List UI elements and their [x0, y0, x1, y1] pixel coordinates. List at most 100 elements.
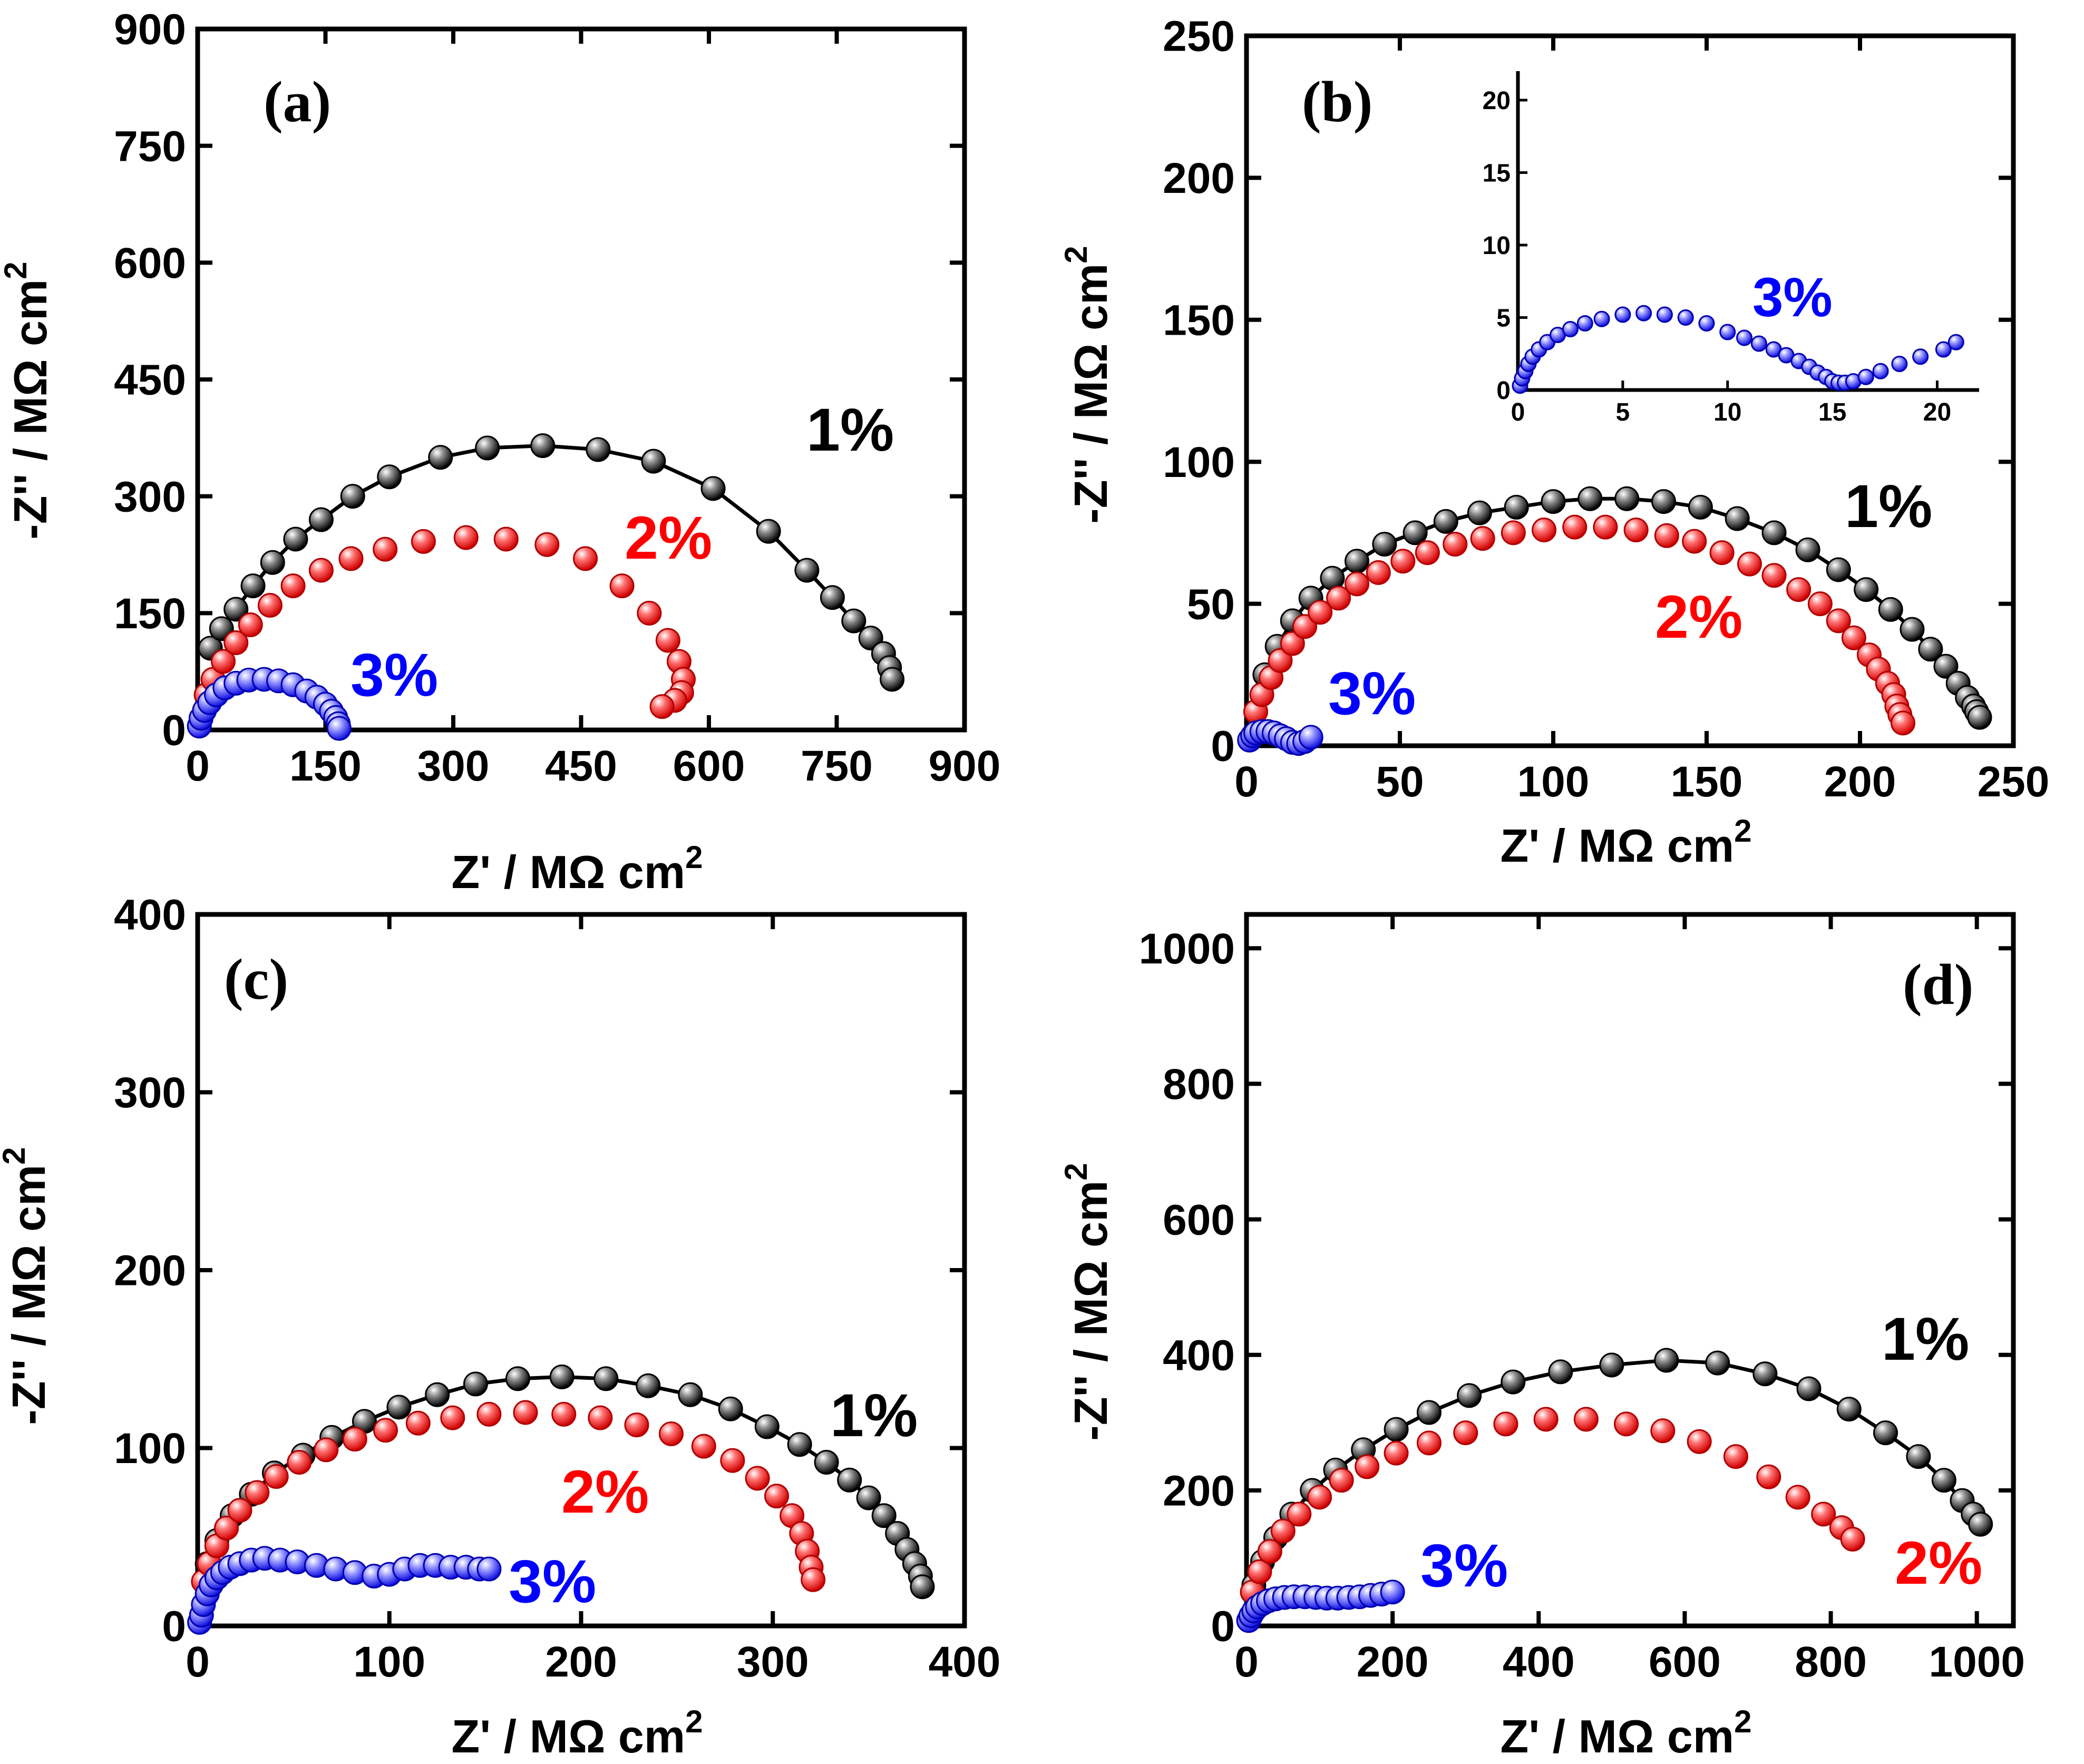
panel-c-y-tick-label: 0 [162, 1603, 186, 1651]
panel-c-point-2 [658, 1421, 684, 1446]
panel-b-point-2 [1532, 518, 1557, 543]
panel-d-point-2 [1687, 1429, 1712, 1454]
panel-a-point-1 [428, 445, 453, 470]
panel-d-point-2 [1384, 1440, 1409, 1466]
panel-c-point-2 [551, 1401, 577, 1427]
panel-a-point-1 [820, 585, 845, 610]
panel-c-point-1 [837, 1467, 862, 1493]
panel-d-point-2 [1307, 1485, 1332, 1510]
panel-a-point-2 [609, 573, 635, 599]
panel-d-y-tick-label: 200 [1163, 1467, 1235, 1515]
panel-a-x-tick-label: 300 [417, 742, 490, 790]
panel-c-x-tick-label: 100 [353, 1638, 425, 1686]
series-label-a-3: 3% [350, 641, 438, 709]
inset-point-1 [1736, 329, 1753, 346]
panel-c-x-tick-label: 300 [737, 1638, 809, 1686]
panel-b-point-2 [1390, 549, 1416, 574]
panel-b-point-2 [1841, 625, 1866, 650]
panel-b-point-2 [1415, 540, 1440, 566]
panel-d-y-tick-label: 600 [1163, 1196, 1235, 1244]
panel-d-point-2 [1614, 1411, 1639, 1437]
panel-a-point-1 [700, 476, 726, 501]
panel-b-point-3 [1298, 725, 1323, 750]
panel-d-x-tick-label: 400 [1503, 1638, 1575, 1686]
panel-d-point-2 [1840, 1526, 1865, 1552]
panel-label-c: (c) [224, 947, 288, 1011]
x-axis-title-a: Z' / MΩ cm2 [452, 840, 703, 898]
panel-b-point-2 [1470, 526, 1495, 551]
panel-a-point-2 [637, 600, 662, 626]
inset-x-tick-label: 5 [1616, 398, 1630, 426]
panel-a-point-2 [534, 532, 560, 557]
panel-c-point-1 [636, 1373, 661, 1398]
panel-d-x-tick-label: 0 [1234, 1638, 1259, 1686]
inset-y-tick-label: 0 [1496, 377, 1511, 405]
plot-area-d: 0 200 400 600 800 1000 0 200 400 600 800 1000 [1139, 912, 2025, 1686]
panel-b-point-1 [1854, 577, 1879, 602]
panel-c-point-1 [505, 1366, 530, 1391]
panel-c-point-2 [342, 1427, 367, 1452]
panel-c-point-2 [405, 1410, 431, 1436]
panel-c-point-1 [549, 1365, 574, 1389]
panel-a-point-1 [240, 573, 266, 599]
panel-a-point-1 [377, 464, 402, 490]
panel-d-point-1 [1906, 1444, 1931, 1469]
panel-b-point-1 [1900, 617, 1925, 642]
panel-b-point-2 [1654, 523, 1679, 548]
panel-b-y-tick-label: 100 [1163, 438, 1235, 486]
panel-b-point-1 [1541, 489, 1566, 514]
panel-c-point-2 [373, 1418, 398, 1443]
y-axis-title-b: -Z'' / MΩ cm2 [1058, 246, 1117, 523]
panel-a-point-1 [641, 449, 666, 474]
panel-a-point-1 [260, 550, 285, 575]
panel-c-point-2 [227, 1498, 252, 1523]
panel-b-y-tick-label: 50 [1187, 580, 1235, 628]
panel-b-point-2 [1761, 563, 1787, 588]
panel-b-x-tick-label: 250 [1978, 758, 2050, 806]
panel-c-point-2 [588, 1405, 613, 1430]
panel-a-point-1 [340, 484, 365, 509]
inset-y-tick-label: 10 [1483, 232, 1511, 260]
inset-x-tick-label: 10 [1713, 398, 1741, 426]
panel-b-y-tick-label: 250 [1163, 13, 1235, 61]
panel-d-y-tick-label: 0 [1211, 1603, 1235, 1651]
panel-a-point-2 [655, 628, 680, 653]
panel-a-point-2 [338, 546, 364, 571]
panel-d-point-1 [1654, 1348, 1679, 1373]
panel-a-point-1 [756, 519, 781, 544]
panel-c-y-tick-label: 400 [114, 891, 186, 939]
panel-a-point-1 [223, 597, 249, 622]
panel-a-y-tick-label: 450 [114, 356, 186, 404]
panel-c-point-3 [476, 1556, 502, 1582]
panel-b-point-1 [1614, 486, 1640, 511]
panel-b-point-1 [1795, 537, 1820, 562]
panel-d-point-2 [1257, 1539, 1282, 1564]
panel-d-point-3 [1380, 1580, 1405, 1605]
inset-y-tick-label: 20 [1483, 87, 1511, 115]
panel-a-point-1 [283, 527, 308, 552]
series-label-b-2: 2% [1655, 583, 1742, 651]
panel-a-point-2 [493, 527, 519, 552]
inset-point-1 [1656, 306, 1673, 323]
series-label-c-2: 2% [561, 1458, 649, 1526]
inset-point-1 [1947, 334, 1964, 350]
panel-d-point-1 [1384, 1417, 1409, 1442]
panel-d-point-1 [1705, 1350, 1730, 1376]
inset-plot-b: 0 5 10 15 20 0 5 10 15 20 [1483, 71, 1979, 426]
series-label-b-3: 3% [1328, 660, 1416, 727]
panel-c-point-2 [287, 1450, 312, 1475]
panel-d-point-2 [1650, 1418, 1676, 1444]
panel-d-point-1 [1836, 1397, 1862, 1422]
x-axis-title-c: Z' / MΩ cm2 [452, 1704, 703, 1762]
panel-d-x-tick-label: 800 [1795, 1638, 1867, 1686]
panel-b-point-2 [1562, 514, 1588, 540]
panel-c-point-2 [214, 1515, 239, 1541]
inset-point-1 [1562, 321, 1579, 337]
inset-point-1 [1872, 363, 1889, 379]
panel-b-point-1 [1688, 494, 1713, 520]
panel-d-point-2 [1270, 1518, 1296, 1544]
inset-point-1 [1698, 315, 1715, 332]
series-label-d-1: 1% [1882, 1305, 1969, 1373]
panel-a-point-1 [586, 437, 611, 462]
panel-a-x-tick-label: 150 [289, 742, 362, 790]
